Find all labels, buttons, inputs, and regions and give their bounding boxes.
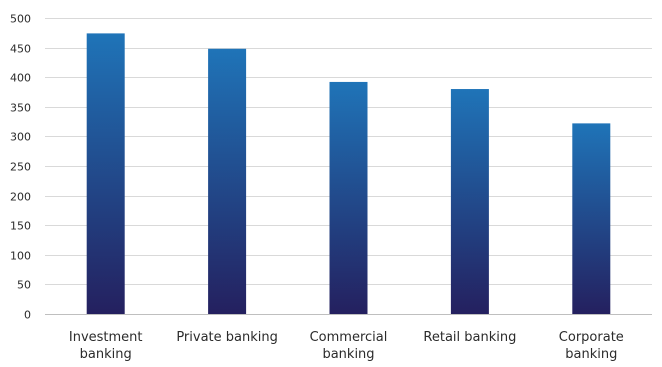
- x-category-label-line: Corporate: [559, 330, 624, 345]
- y-tick-label: 250: [10, 161, 31, 174]
- y-tick-label: 200: [10, 191, 31, 204]
- bar: [572, 123, 611, 314]
- x-category-label-line: banking: [565, 347, 617, 362]
- bar: [86, 33, 125, 314]
- x-category-label-line: banking: [80, 347, 132, 362]
- y-axis-tick-labels: 0 50 100 150 200 250 300 350 400 450 500: [10, 13, 31, 322]
- y-tick-label: 50: [17, 279, 31, 292]
- y-tick-label: 500: [10, 13, 31, 26]
- bars: [86, 33, 611, 315]
- y-tick-label: 150: [10, 220, 31, 233]
- y-tick-label: 300: [10, 131, 31, 144]
- bar: [208, 48, 247, 315]
- x-category-label-line: banking: [322, 347, 374, 362]
- y-tick-label: 400: [10, 72, 31, 85]
- bar: [450, 89, 489, 314]
- y-tick-label: 450: [10, 43, 31, 56]
- x-axis-category-labels: Investment banking Private banking Commerci…: [69, 330, 624, 362]
- x-category-label: Investment banking: [69, 330, 143, 362]
- x-category-label-line: Commercial: [310, 330, 388, 345]
- x-category-label-line: Retail banking: [423, 330, 516, 345]
- y-tick-label: 0: [24, 309, 31, 322]
- x-category-label-line: Investment: [69, 330, 143, 345]
- y-tick-label: 350: [10, 102, 31, 115]
- bar: [329, 81, 368, 314]
- x-category-label: Commercial banking: [310, 330, 388, 362]
- y-tick-label: 100: [10, 250, 31, 263]
- x-category-label: Private banking: [176, 330, 278, 345]
- x-category-label: Corporate banking: [559, 330, 624, 362]
- x-category-label: Retail banking: [423, 330, 516, 345]
- x-category-label-line: Private banking: [176, 330, 278, 345]
